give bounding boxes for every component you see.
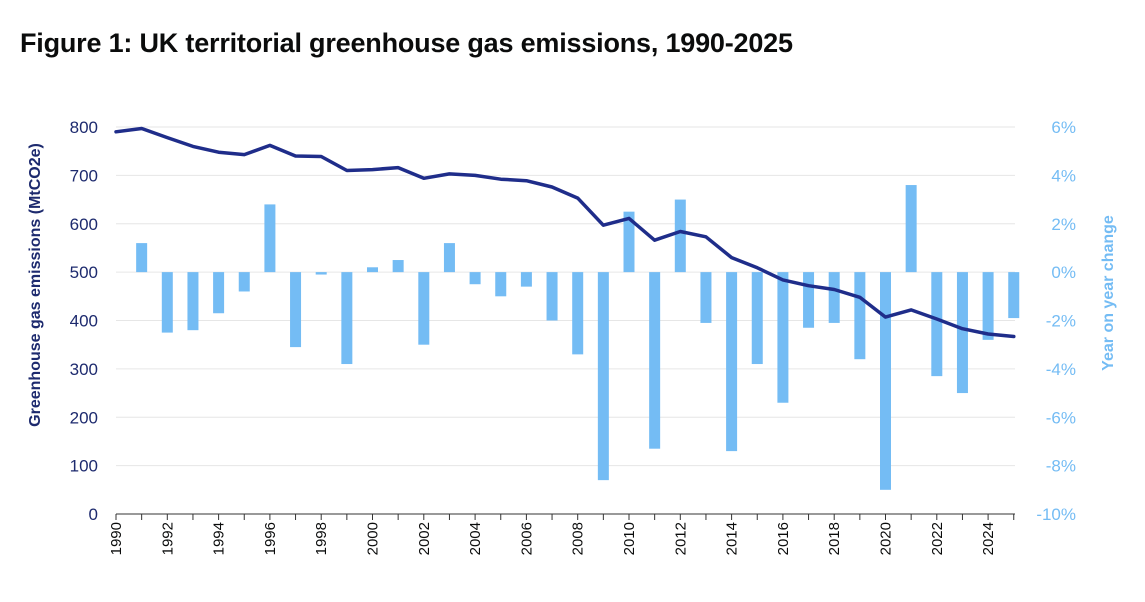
bar-2024 [982,272,994,340]
y2-tick-label: 0% [1051,263,1076,282]
x-tick-label: 2014 [724,522,741,555]
y-tick-label: 700 [70,166,98,185]
chart-title: Figure 1: UK territorial greenhouse gas … [20,28,793,58]
y-tick-label: 400 [70,312,98,331]
bar-1991 [136,243,148,273]
bar-2000 [367,267,378,273]
bar-2023 [956,272,968,394]
x-tick-label: 1990 [108,522,125,555]
bar-1996 [264,204,276,273]
x-tick-label: 1996 [262,522,279,555]
bar-2005 [495,272,507,297]
bar-2003 [443,243,455,273]
y2-axis-label: Year on year change [1100,215,1117,371]
emissions-line-group [114,126,1016,339]
x-tick-label: 2006 [518,522,535,555]
right-axis-ticks: -10% -8% -6% -4% -2% 0% 2% 4% 6% [1036,118,1076,524]
y-tick-label: 800 [70,118,98,137]
bar-2010 [623,211,635,273]
bar-1992 [161,272,173,333]
bar-1998 [315,272,327,275]
bar-2015 [751,272,763,365]
x-tick-label: 2000 [365,522,382,555]
left-axis-ticks: 0 100 200 300 400 500 600 700 800 [70,118,98,524]
x-tick-label: 2004 [467,522,484,555]
y2-tick-label: -2% [1046,312,1076,331]
x-tick-label: 2020 [878,522,895,555]
x-tick-label: 1994 [211,522,228,555]
y-tick-label: 300 [70,360,98,379]
bar-1999 [341,272,353,365]
bar-2019 [854,272,866,360]
bar-2002 [418,272,430,345]
y2-tick-label: -10% [1036,505,1076,524]
x-tick-label: 2008 [570,522,587,555]
x-axis-ticks: 1990 1992 1994 1996 1998 2000 2002 2004 2006 2008… [108,522,997,555]
bar-2009 [597,272,609,481]
y-tick-label: 500 [70,263,98,282]
bar-2007 [546,272,558,321]
bar-1997 [290,272,302,348]
bar-2006 [520,272,532,287]
y2-tick-label: 6% [1051,118,1076,137]
bar-2022 [931,272,943,377]
bar-2014 [726,272,738,452]
y2-tick-label: -4% [1046,360,1076,379]
y-tick-label: 600 [70,215,98,234]
y-tick-label: 200 [70,408,98,427]
x-tick-label: 2012 [672,522,689,555]
bar-2025 [1008,272,1020,319]
bar-2017 [803,272,815,328]
bar-2004 [469,272,481,285]
x-tick-label: 1998 [313,522,330,555]
bar-1994 [213,272,225,314]
y-tick-label: 100 [70,457,98,476]
y2-tick-label: 2% [1051,215,1076,234]
bar-2020 [880,272,891,490]
bar-2012 [674,199,686,273]
x-tick-label: 2002 [416,522,433,555]
axes [115,513,1015,520]
yoy-bars [136,185,1020,490]
bar-2011 [649,272,661,449]
x-tick-label: 2024 [980,522,997,555]
y-axis-label: Greenhouse gas emissions (MtCO2e) [27,143,44,427]
bar-2013 [700,272,712,323]
bar-2018 [828,272,840,323]
y2-tick-label: -8% [1046,457,1076,476]
bar-1995 [238,272,250,292]
x-tick-label: 2022 [929,522,946,555]
emissions-line [114,126,1016,339]
bar-2016 [777,272,789,403]
bar-1993 [187,272,199,331]
y-tick-label: 0 [89,505,98,524]
bar-2008 [572,272,584,355]
x-tick-label: 1992 [159,522,176,555]
x-tick-label: 2016 [775,522,792,555]
x-tick-label: 2018 [826,522,843,555]
bar-2021 [905,185,917,273]
y2-tick-label: -6% [1046,408,1076,427]
y2-tick-label: 4% [1051,166,1076,185]
bar-2001 [392,260,404,273]
gridlines [116,126,1015,467]
x-tick-label: 2010 [621,522,638,555]
